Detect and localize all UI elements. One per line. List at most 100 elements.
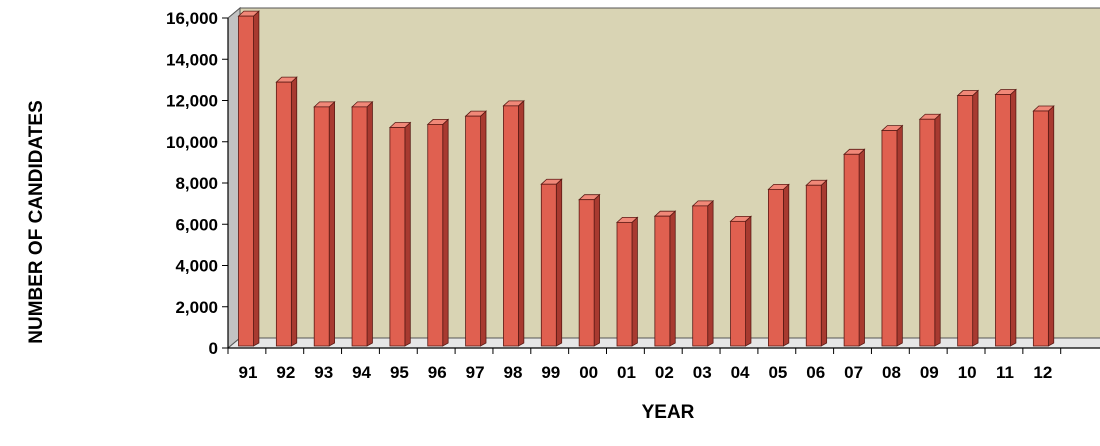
bar-front	[768, 188, 784, 347]
x-tick-label: 07	[844, 363, 863, 382]
bars	[237, 10, 1055, 347]
x-tick-label: 93	[314, 363, 333, 382]
bar-front	[389, 127, 406, 347]
bar-side	[593, 193, 600, 347]
x-tick-label: 09	[920, 363, 939, 382]
bar	[918, 113, 942, 347]
bar-side	[518, 99, 525, 347]
bar	[1032, 105, 1055, 347]
y-tick-label: 16,000	[166, 9, 218, 28]
bar	[351, 100, 374, 347]
x-tick-label: 00	[579, 363, 598, 382]
x-tick-label: 92	[276, 363, 295, 382]
y-tick-label: 6,000	[175, 215, 218, 234]
bar-front	[957, 95, 974, 347]
y-tick-label: 2,000	[175, 298, 218, 317]
bar-side	[972, 89, 979, 347]
bar	[880, 124, 904, 347]
bar	[653, 210, 677, 347]
x-tick-label: 97	[466, 363, 485, 382]
x-tick-label: 98	[503, 363, 522, 382]
bar	[237, 10, 260, 347]
x-tick-label: 95	[390, 363, 409, 382]
x-tick-label: 02	[655, 363, 674, 382]
bar-front	[503, 105, 519, 347]
bar	[313, 100, 336, 347]
x-axis-title: YEAR	[642, 402, 695, 423]
bar-side	[631, 216, 638, 347]
x-tick-label: 94	[352, 363, 371, 382]
bar-side	[669, 210, 676, 347]
bar-side	[896, 124, 903, 347]
bar-front	[616, 221, 633, 347]
bar	[994, 88, 1017, 347]
bar-side	[934, 113, 941, 347]
bar-front	[238, 15, 254, 347]
bar-side	[442, 118, 449, 347]
bar-front	[881, 130, 898, 347]
bar	[578, 193, 601, 347]
bar	[388, 121, 412, 347]
bar-side	[404, 121, 411, 347]
bar	[275, 76, 298, 347]
bar	[502, 99, 525, 347]
y-tick-label: 0	[209, 339, 218, 358]
x-tick-label: 10	[958, 363, 977, 382]
x-tick-label: 01	[617, 363, 636, 382]
bar-side	[783, 183, 790, 347]
bar-side	[820, 179, 828, 347]
bar-front	[919, 118, 936, 347]
x-tick-label: 91	[239, 363, 258, 382]
x-tick-label: 04	[731, 363, 750, 382]
bar-side	[253, 10, 260, 347]
bar-side	[1010, 88, 1017, 347]
bar-front	[313, 106, 330, 347]
bar-front	[843, 153, 860, 347]
bar-side	[328, 100, 336, 347]
bar-front	[654, 215, 671, 347]
y-tick-label: 8,000	[175, 174, 218, 193]
y-tick-label: 14,000	[166, 50, 218, 69]
bar	[805, 179, 828, 347]
bar-side	[480, 110, 487, 347]
bar-front	[805, 184, 822, 347]
bar-front	[275, 81, 292, 347]
bar	[691, 199, 715, 347]
y-axis-title: NUMBER OF CANDIDATES	[26, 100, 47, 343]
bar-front	[427, 124, 444, 347]
x-tick-label: 08	[882, 363, 901, 382]
x-tick-label: 12	[1033, 363, 1052, 382]
bar	[540, 178, 563, 347]
bar-side	[707, 199, 714, 347]
bar-side	[858, 148, 865, 347]
bar-side	[290, 76, 298, 347]
bar-front	[692, 205, 709, 347]
bar-front	[351, 106, 368, 347]
bar	[426, 118, 450, 347]
bar-side	[1047, 105, 1055, 347]
bar-side	[745, 215, 752, 347]
y-axis-ticks: 0 2,000 4,000 6,000 8,000 10,000 12,000 14,000 1…	[166, 9, 228, 358]
bar-side	[366, 100, 373, 347]
bar	[729, 215, 752, 347]
y-tick-label: 4,000	[175, 257, 218, 276]
x-tick-label: 03	[693, 363, 712, 382]
x-tick-label: 05	[768, 363, 787, 382]
bar-front	[540, 183, 557, 347]
bar	[843, 148, 866, 347]
bar-front	[465, 115, 482, 347]
bar-front	[1032, 110, 1049, 347]
bar	[615, 216, 639, 347]
bar-front	[995, 94, 1011, 347]
y-tick-label: 12,000	[166, 92, 218, 111]
bar-front	[730, 220, 746, 347]
x-tick-label: 96	[428, 363, 447, 382]
y-tick-label: 10,000	[166, 133, 218, 152]
bar	[767, 183, 790, 347]
bar	[464, 110, 488, 347]
x-tick-label: 99	[541, 363, 560, 382]
bar-side	[555, 178, 563, 347]
bar	[956, 89, 980, 347]
bar-front	[578, 199, 595, 347]
